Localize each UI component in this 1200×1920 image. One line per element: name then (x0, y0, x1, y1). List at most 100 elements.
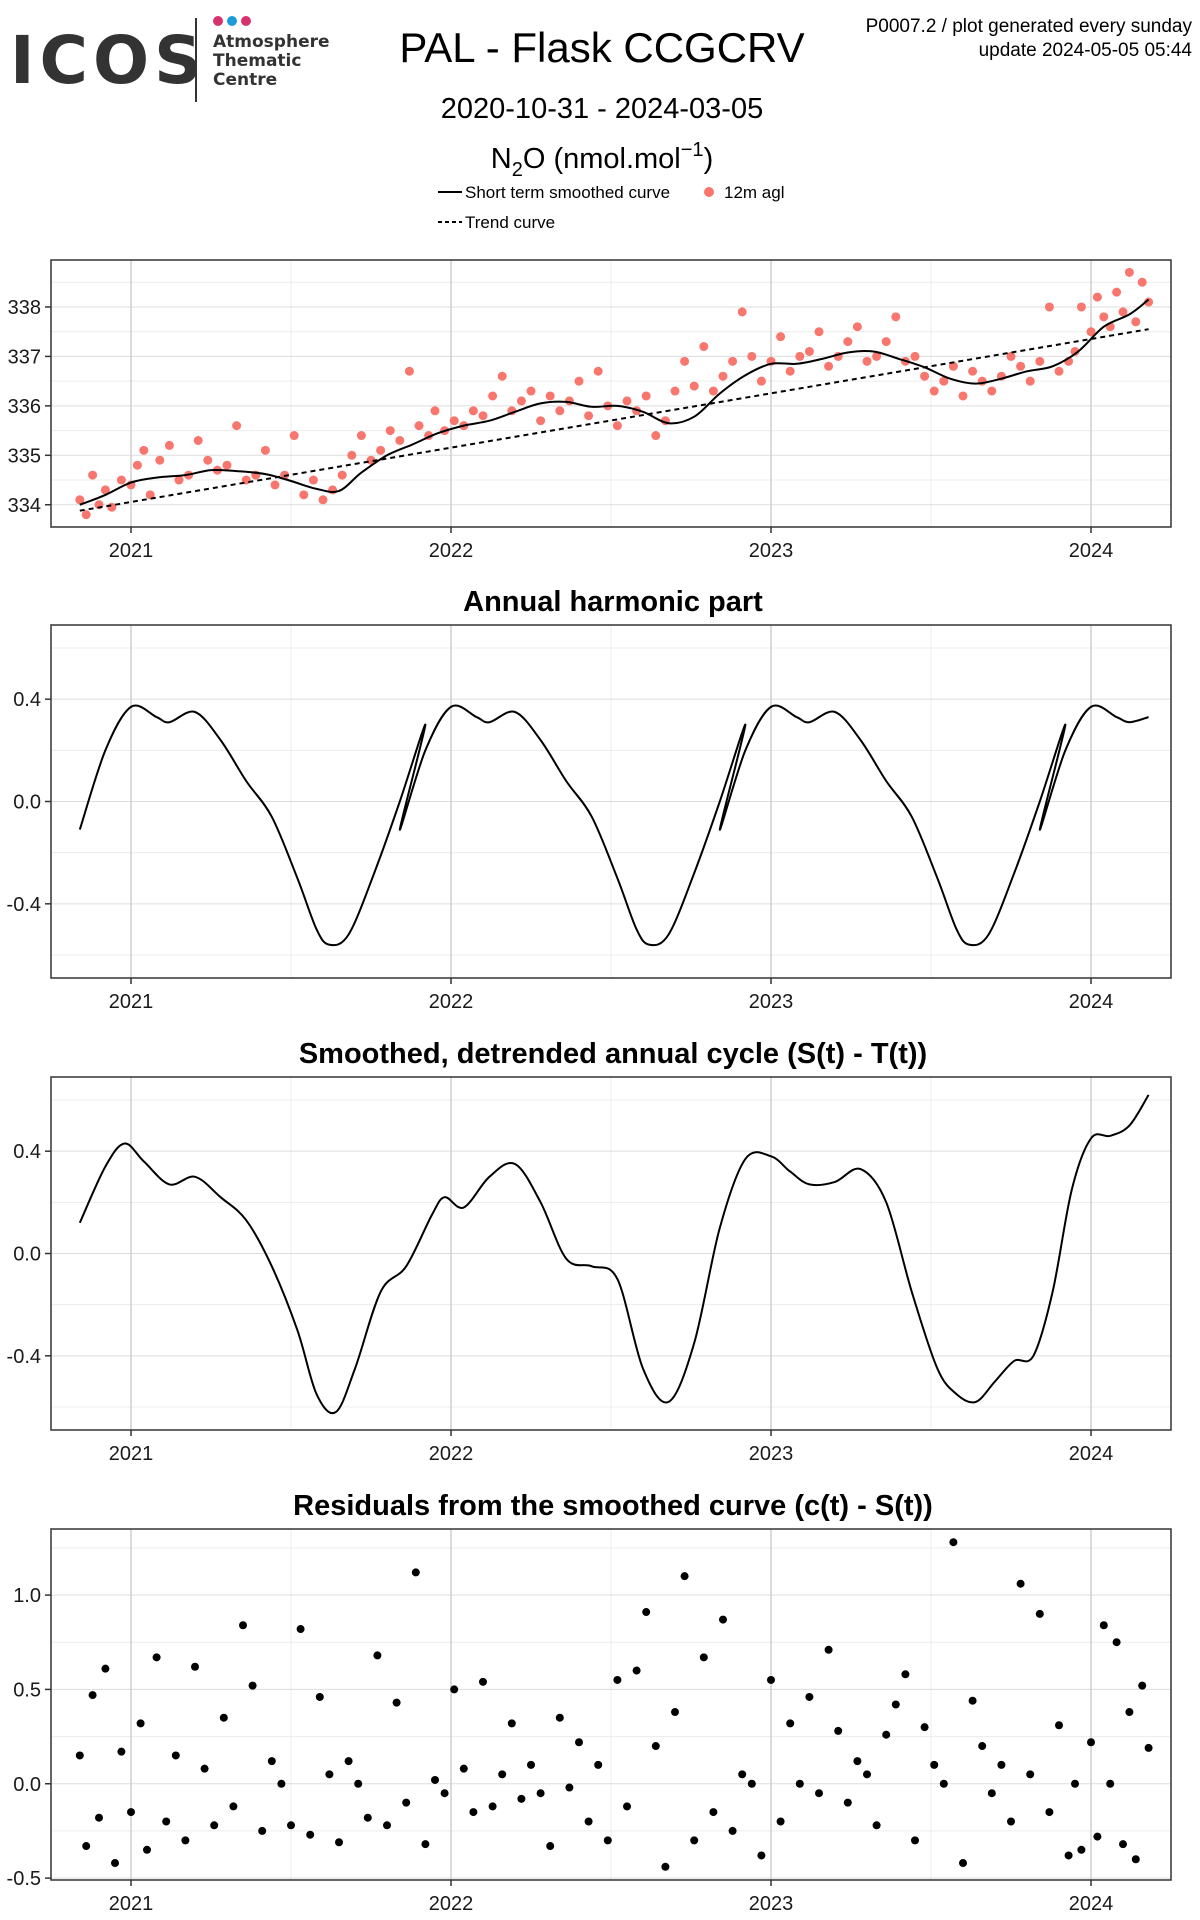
data-point (978, 1742, 987, 1751)
logo-dot-1 (213, 16, 223, 26)
data-point (1016, 1579, 1025, 1588)
y-tick-label: 0.4 (13, 1141, 41, 1163)
data-point (526, 386, 536, 396)
data-point (507, 1719, 516, 1728)
legend-smoothed-label: Short term smoothed curve (465, 183, 670, 202)
species-subscript: 2 (512, 159, 523, 181)
data-point (430, 406, 440, 416)
data-point (728, 1826, 737, 1835)
data-point (376, 445, 386, 455)
data-point (593, 366, 603, 376)
data-point (968, 366, 978, 376)
data-point (1125, 1708, 1134, 1717)
data-point (824, 361, 834, 371)
data-point (344, 1757, 353, 1766)
data-point (325, 1770, 334, 1779)
data-point (959, 1859, 967, 1868)
data-point (987, 386, 997, 396)
data-point (901, 1670, 910, 1679)
data-point (392, 1698, 401, 1707)
data-point (1007, 1817, 1015, 1826)
data-point (107, 502, 117, 512)
data-point (815, 1789, 823, 1798)
data-point (101, 1664, 110, 1673)
data-point (690, 1836, 699, 1845)
data-point (795, 1779, 804, 1788)
data-point (1131, 1855, 1140, 1864)
data-point (756, 376, 766, 386)
data-point (181, 1836, 190, 1845)
info-line-2: update 2024-05-05 05:44 (979, 40, 1193, 61)
data-point (1045, 1808, 1054, 1817)
data-point (100, 485, 110, 495)
data-point (949, 1538, 958, 1547)
x-tick-label: 2024 (1069, 1443, 1114, 1465)
data-point (612, 421, 622, 431)
species-rest: O (nmol.mol (523, 143, 681, 175)
x-tick-label: 2021 (109, 1443, 154, 1465)
data-point (939, 376, 949, 386)
data-point (127, 1808, 135, 1817)
y-tick-label: 336 (8, 396, 41, 418)
logo-sub-3: Centre (213, 70, 277, 90)
data-point (469, 1808, 478, 1817)
x-tick-label: 2021 (109, 1893, 154, 1915)
page-title: PAL - Flask CCGCRV (399, 24, 804, 71)
species-superscript: −1 (681, 139, 704, 161)
data-point (395, 435, 405, 445)
data-point (891, 1700, 900, 1709)
data-point (814, 327, 824, 337)
data-point (1064, 1851, 1073, 1860)
data-point (1070, 346, 1080, 356)
y-tick-label: 0.0 (13, 1244, 41, 1266)
data-point (232, 421, 242, 431)
panel-frame (50, 624, 1172, 979)
data-point (565, 1783, 574, 1792)
data-point (337, 470, 347, 480)
data-point (289, 431, 299, 441)
x-tick-label: 2023 (749, 1443, 794, 1465)
data-point (1112, 287, 1122, 297)
data-point (1076, 302, 1086, 312)
panel-concentration: 2021 2022 2023 2024 334 335 336 337 338 (8, 259, 1172, 562)
panel-frame (50, 259, 1172, 528)
data-point (747, 1779, 756, 1788)
data-point (708, 386, 718, 396)
data-point (613, 1675, 622, 1684)
data-point (555, 1713, 564, 1722)
data-point (88, 470, 98, 480)
plot-area (78, 704, 1149, 947)
x-tick-label: 2023 (749, 540, 794, 562)
data-point (164, 440, 174, 450)
data-point (824, 1645, 833, 1654)
smoothed-line (78, 1094, 1150, 1415)
data-point (747, 351, 757, 361)
y-tick-label: 0.0 (13, 1774, 41, 1796)
y-tick-label: -0.5 (7, 1868, 41, 1890)
data-point (1099, 312, 1109, 322)
x-tick-label: 2023 (749, 1893, 794, 1915)
legend-points-swatch (704, 187, 714, 197)
x-tick-label: 2022 (429, 1443, 474, 1465)
data-point (414, 421, 424, 431)
y-tick-label: -0.4 (7, 894, 41, 916)
data-point (872, 351, 882, 361)
data-point (1026, 1770, 1035, 1779)
data-point (203, 455, 213, 465)
data-point (843, 1798, 852, 1807)
data-point (174, 475, 184, 485)
panel-3-title: Smoothed, detrended annual cycle (S(t) -… (299, 1038, 927, 1070)
data-point (200, 1764, 209, 1773)
data-point (795, 351, 805, 361)
data-point (1071, 1779, 1079, 1788)
data-point (863, 1770, 871, 1779)
data-point (843, 337, 853, 347)
y-tick-label: 335 (8, 445, 41, 467)
data-point (354, 1779, 363, 1788)
data-point (1092, 292, 1102, 302)
plot-area (75, 1538, 1153, 1871)
panel-detrended-cycle: 2021 2022 2023 2024 -0.4 0.0 0.4 (7, 1076, 1172, 1465)
y-tick-label: 337 (8, 346, 41, 368)
data-point (1144, 297, 1154, 307)
data-point (306, 1830, 315, 1839)
